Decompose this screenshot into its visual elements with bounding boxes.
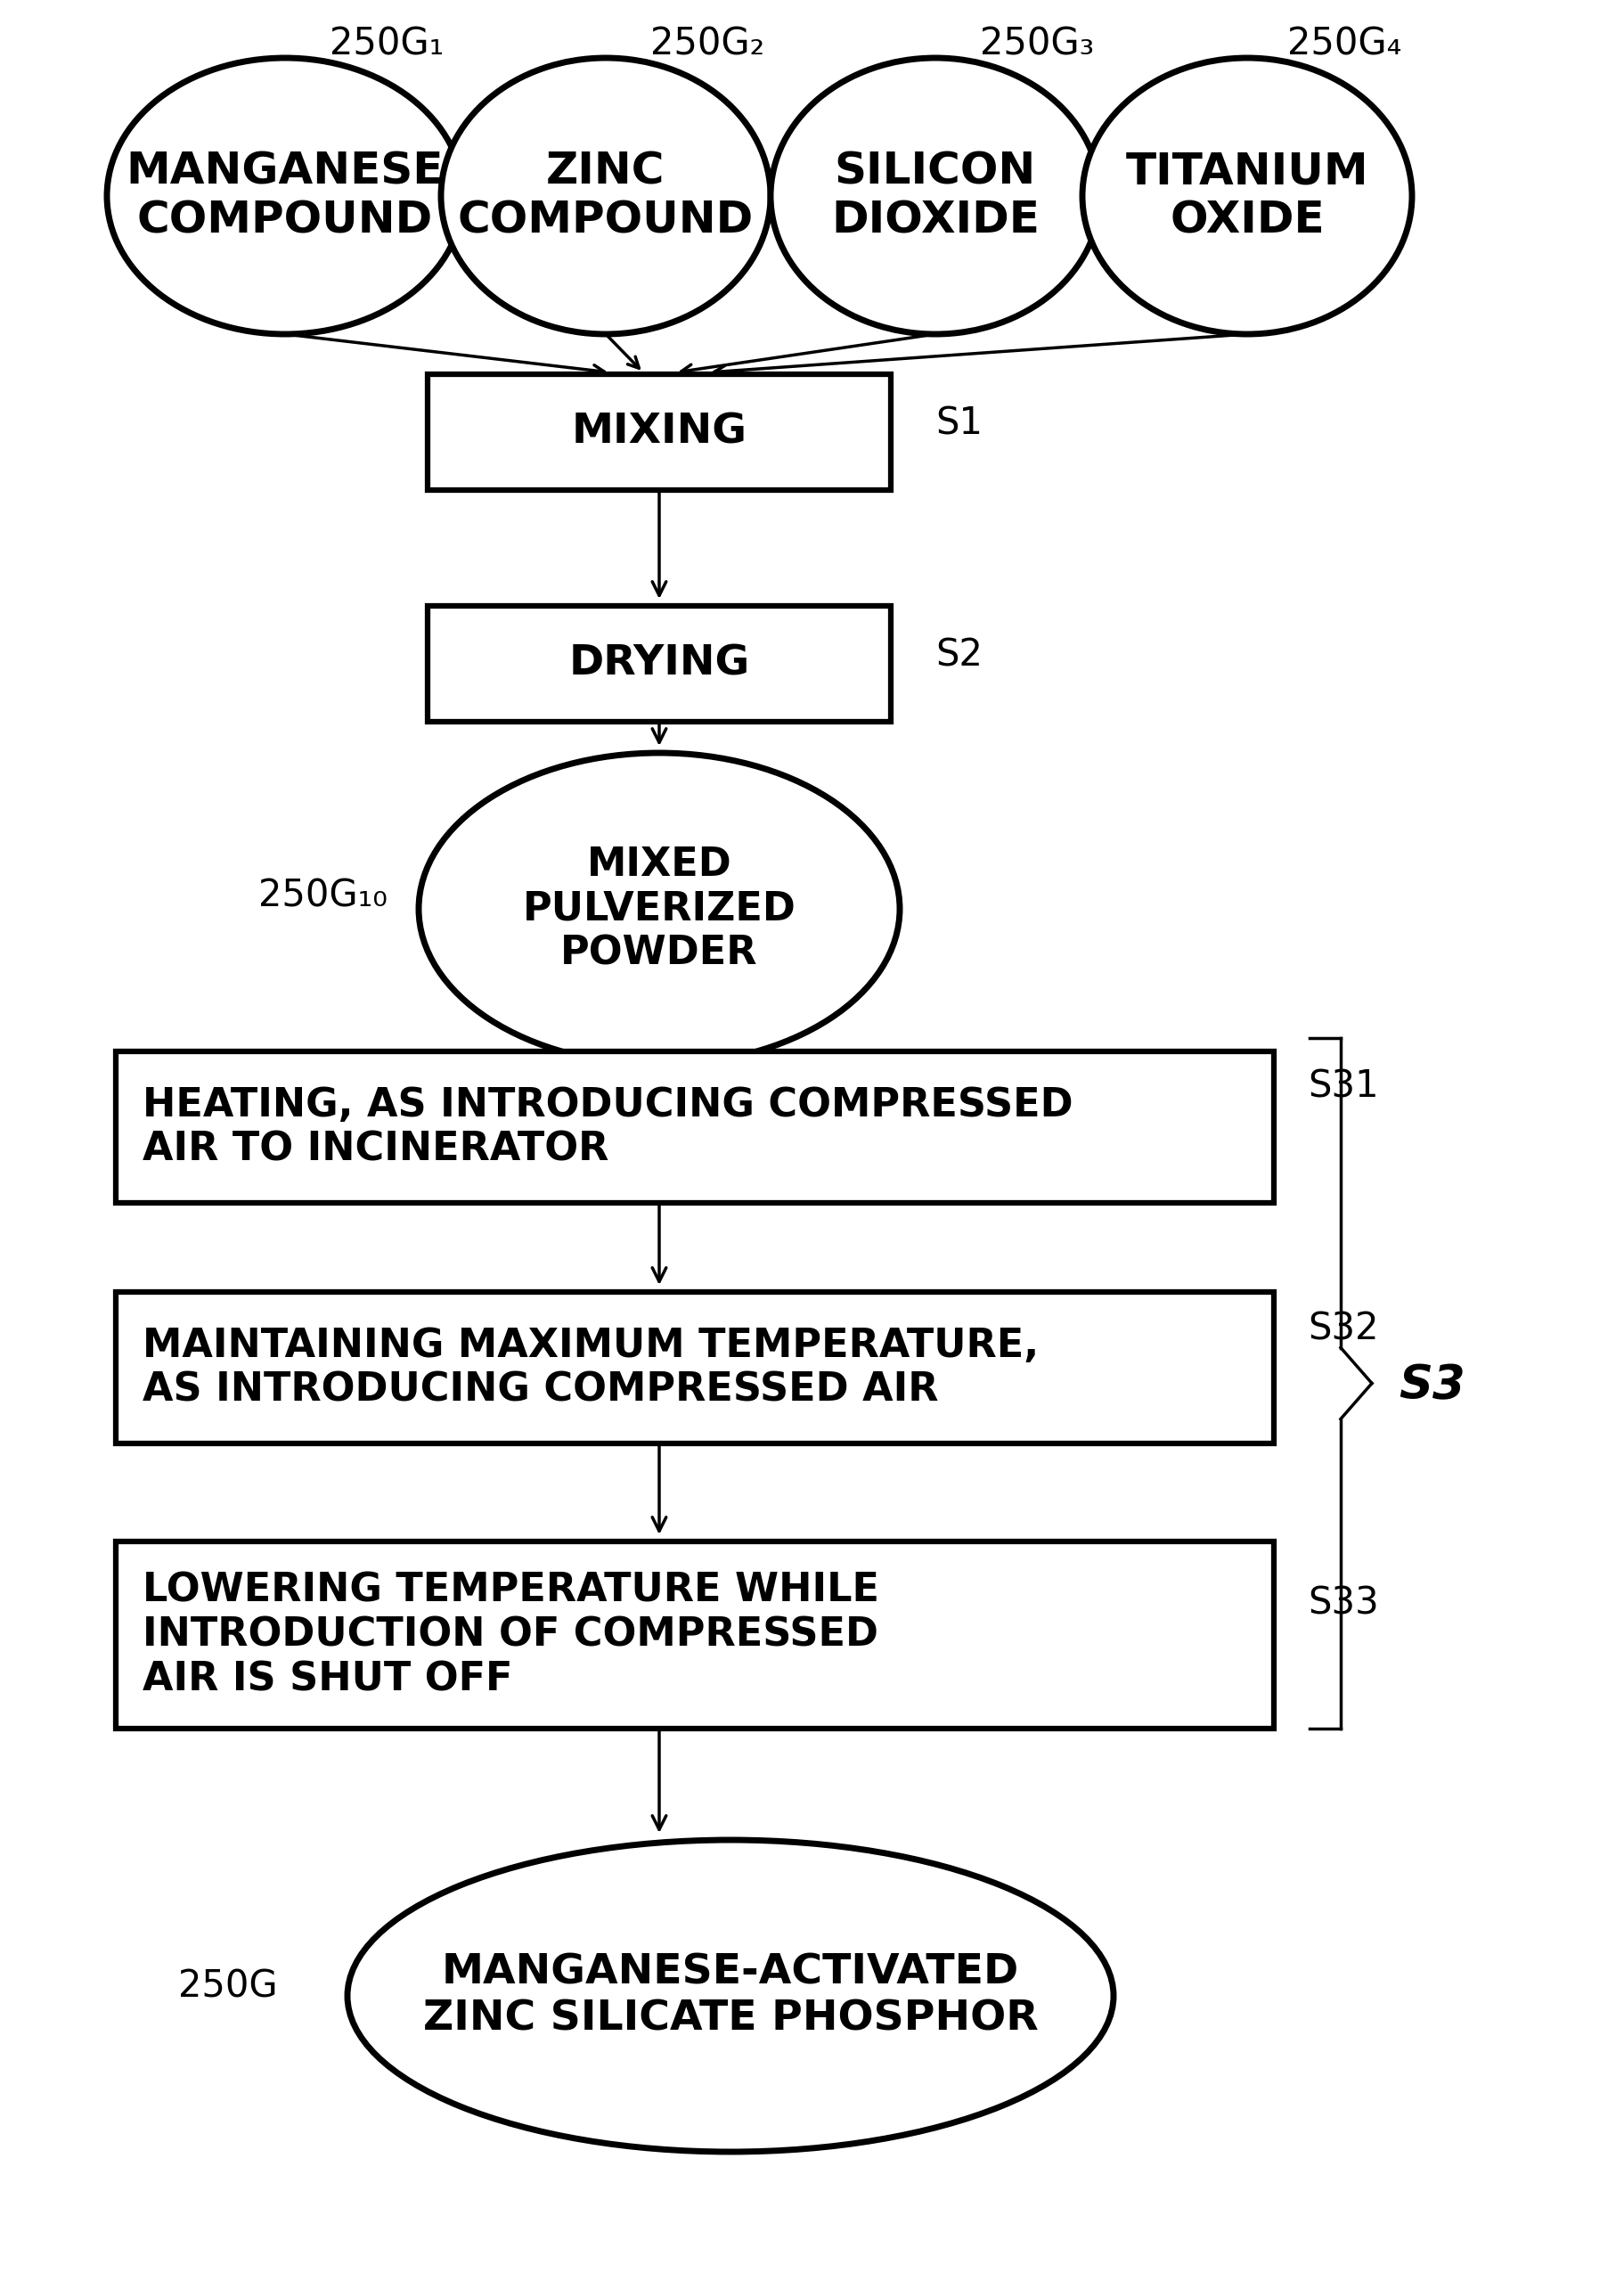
Text: MANGANESE-ACTIVATED
ZINC SILICATE PHOSPHOR: MANGANESE-ACTIVATED ZINC SILICATE PHOSPH… [422,1953,1038,2039]
FancyBboxPatch shape [115,1542,1273,1729]
Text: 250G₃: 250G₃ [979,25,1093,62]
Text: S32: S32 [1307,1312,1377,1348]
Ellipse shape [419,753,900,1065]
Text: S1: S1 [935,404,983,443]
FancyBboxPatch shape [427,607,890,721]
Text: TITANIUM
OXIDE: TITANIUM OXIDE [1125,151,1367,242]
Text: HEATING, AS INTRODUCING COMPRESSED
AIR TO INCINERATOR: HEATING, AS INTRODUCING COMPRESSED AIR T… [143,1086,1072,1168]
Text: S33: S33 [1307,1585,1379,1622]
Text: 250G₂: 250G₂ [650,25,765,62]
Text: S2: S2 [935,636,983,673]
Text: S31: S31 [1307,1068,1377,1106]
Ellipse shape [1082,57,1411,333]
FancyBboxPatch shape [427,374,890,490]
Ellipse shape [770,57,1099,333]
FancyBboxPatch shape [115,1291,1273,1444]
FancyBboxPatch shape [115,1052,1273,1202]
Text: 250G₁: 250G₁ [330,25,443,62]
Ellipse shape [348,1841,1112,2151]
Text: LOWERING TEMPERATURE WHILE
INTRODUCTION OF COMPRESSED
AIR IS SHUT OFF: LOWERING TEMPERATURE WHILE INTRODUCTION … [143,1572,879,1699]
Text: 250G: 250G [179,1969,278,2005]
Ellipse shape [107,57,463,333]
Text: MAINTAINING MAXIMUM TEMPERATURE,
AS INTRODUCING COMPRESSED AIR: MAINTAINING MAXIMUM TEMPERATURE, AS INTR… [143,1325,1038,1410]
Text: SILICON
DIOXIDE: SILICON DIOXIDE [831,151,1039,242]
Text: MIXED
PULVERIZED
POWDER: MIXED PULVERIZED POWDER [523,846,796,972]
Text: ZINC
COMPOUND: ZINC COMPOUND [458,151,754,242]
Text: S3: S3 [1398,1362,1465,1410]
Text: MANGANESE
COMPOUND: MANGANESE COMPOUND [127,151,443,242]
Text: DRYING: DRYING [568,643,749,684]
Text: 250G₁₀: 250G₁₀ [258,876,387,915]
Ellipse shape [440,57,770,333]
Text: 250G₄: 250G₄ [1286,25,1402,62]
Text: MIXING: MIXING [572,413,747,452]
